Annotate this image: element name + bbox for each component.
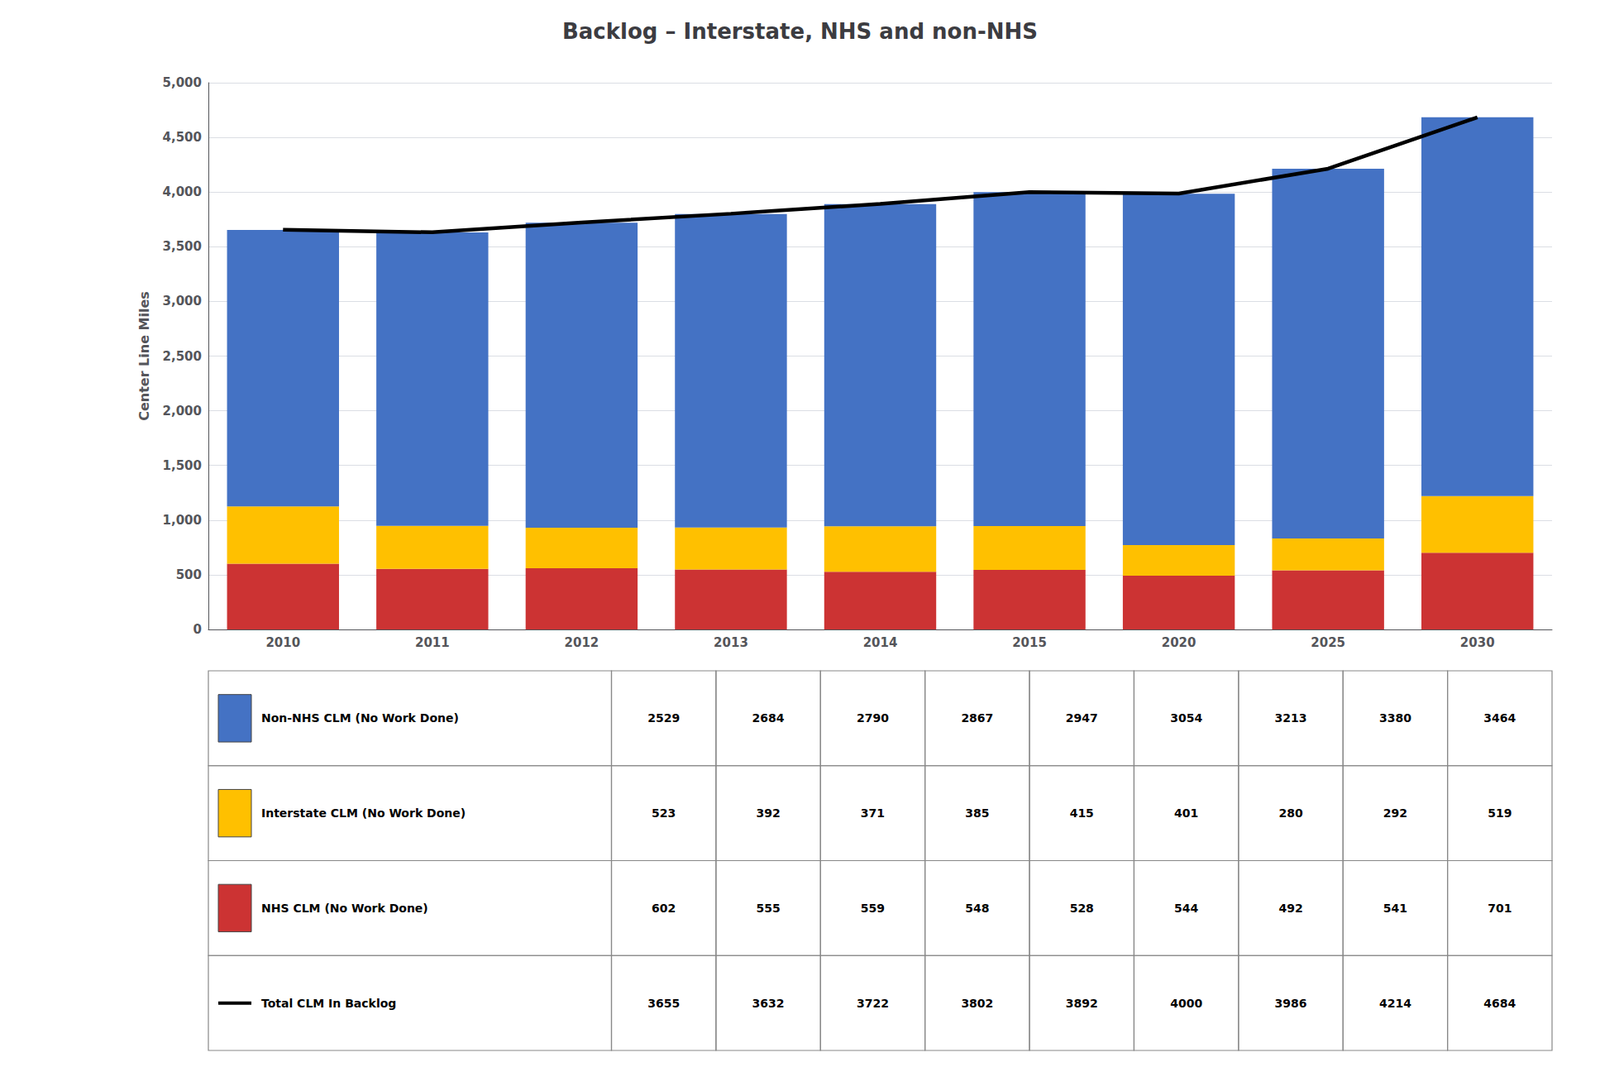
svg-text:548: 548 — [964, 901, 989, 915]
svg-text:Interstate CLM (No Work Done): Interstate CLM (No Work Done) — [261, 806, 466, 820]
svg-text:NHS CLM (No Work Done): NHS CLM (No Work Done) — [261, 901, 429, 915]
svg-text:2867: 2867 — [960, 711, 994, 725]
svg-text:2025: 2025 — [1310, 635, 1346, 650]
svg-text:523: 523 — [651, 806, 676, 820]
svg-text:528: 528 — [1069, 901, 1094, 915]
svg-text:5,000: 5,000 — [162, 75, 202, 91]
svg-text:3632: 3632 — [752, 996, 785, 1010]
svg-text:2015: 2015 — [1012, 635, 1047, 650]
svg-text:701: 701 — [1487, 901, 1512, 915]
svg-text:559: 559 — [860, 901, 885, 915]
svg-text:Total CLM In Backlog: Total CLM In Backlog — [261, 996, 397, 1010]
svg-text:392: 392 — [755, 806, 780, 820]
svg-text:2014: 2014 — [863, 635, 898, 650]
svg-text:519: 519 — [1487, 806, 1512, 820]
svg-text:2,500: 2,500 — [162, 348, 202, 364]
svg-text:2684: 2684 — [752, 711, 785, 725]
svg-text:2,000: 2,000 — [162, 403, 202, 419]
svg-text:280: 280 — [1278, 806, 1303, 820]
svg-text:2030: 2030 — [1460, 635, 1495, 650]
svg-text:4684: 4684 — [1483, 996, 1516, 1010]
svg-text:4,000: 4,000 — [162, 184, 202, 200]
svg-text:4,500: 4,500 — [162, 129, 202, 145]
svg-text:541: 541 — [1383, 901, 1408, 915]
svg-text:292: 292 — [1383, 806, 1408, 820]
svg-text:2011: 2011 — [415, 635, 450, 650]
svg-text:500: 500 — [176, 567, 202, 583]
svg-text:4000: 4000 — [1170, 996, 1203, 1010]
svg-text:2013: 2013 — [713, 635, 749, 650]
svg-text:1,000: 1,000 — [162, 512, 202, 528]
svg-text:2529: 2529 — [647, 711, 680, 725]
svg-text:3655: 3655 — [647, 996, 680, 1010]
svg-text:492: 492 — [1278, 901, 1303, 915]
svg-text:2012: 2012 — [564, 635, 600, 650]
svg-text:3213: 3213 — [1275, 711, 1308, 725]
svg-text:2947: 2947 — [1065, 711, 1099, 725]
svg-text:401: 401 — [1174, 806, 1199, 820]
svg-text:544: 544 — [1174, 901, 1199, 915]
svg-text:3802: 3802 — [960, 996, 994, 1010]
svg-text:385: 385 — [964, 806, 989, 820]
svg-text:3986: 3986 — [1275, 996, 1308, 1010]
svg-text:3380: 3380 — [1379, 711, 1412, 725]
svg-text:4214: 4214 — [1379, 996, 1412, 1010]
svg-text:2790: 2790 — [856, 711, 889, 725]
svg-text:3722: 3722 — [856, 996, 889, 1010]
svg-text:602: 602 — [651, 901, 676, 915]
svg-text:371: 371 — [860, 806, 885, 820]
svg-text:555: 555 — [755, 901, 780, 915]
svg-text:2020: 2020 — [1161, 635, 1197, 650]
svg-text:3,000: 3,000 — [162, 293, 202, 309]
svg-text:3464: 3464 — [1483, 711, 1516, 725]
svg-text:415: 415 — [1069, 806, 1094, 820]
svg-text:3892: 3892 — [1065, 996, 1099, 1010]
svg-text:1,500: 1,500 — [162, 458, 202, 473]
svg-text:Center Line Miles: Center Line Miles — [136, 291, 153, 421]
svg-text:Non-NHS CLM (No Work Done): Non-NHS CLM (No Work Done) — [261, 711, 459, 725]
svg-text:0: 0 — [193, 621, 202, 637]
svg-text:3054: 3054 — [1170, 711, 1203, 725]
svg-text:3,500: 3,500 — [162, 238, 202, 254]
svg-text:Backlog – Interstate, NHS and: Backlog – Interstate, NHS and non-NHS — [562, 19, 1038, 44]
svg-text:2010: 2010 — [265, 635, 301, 650]
